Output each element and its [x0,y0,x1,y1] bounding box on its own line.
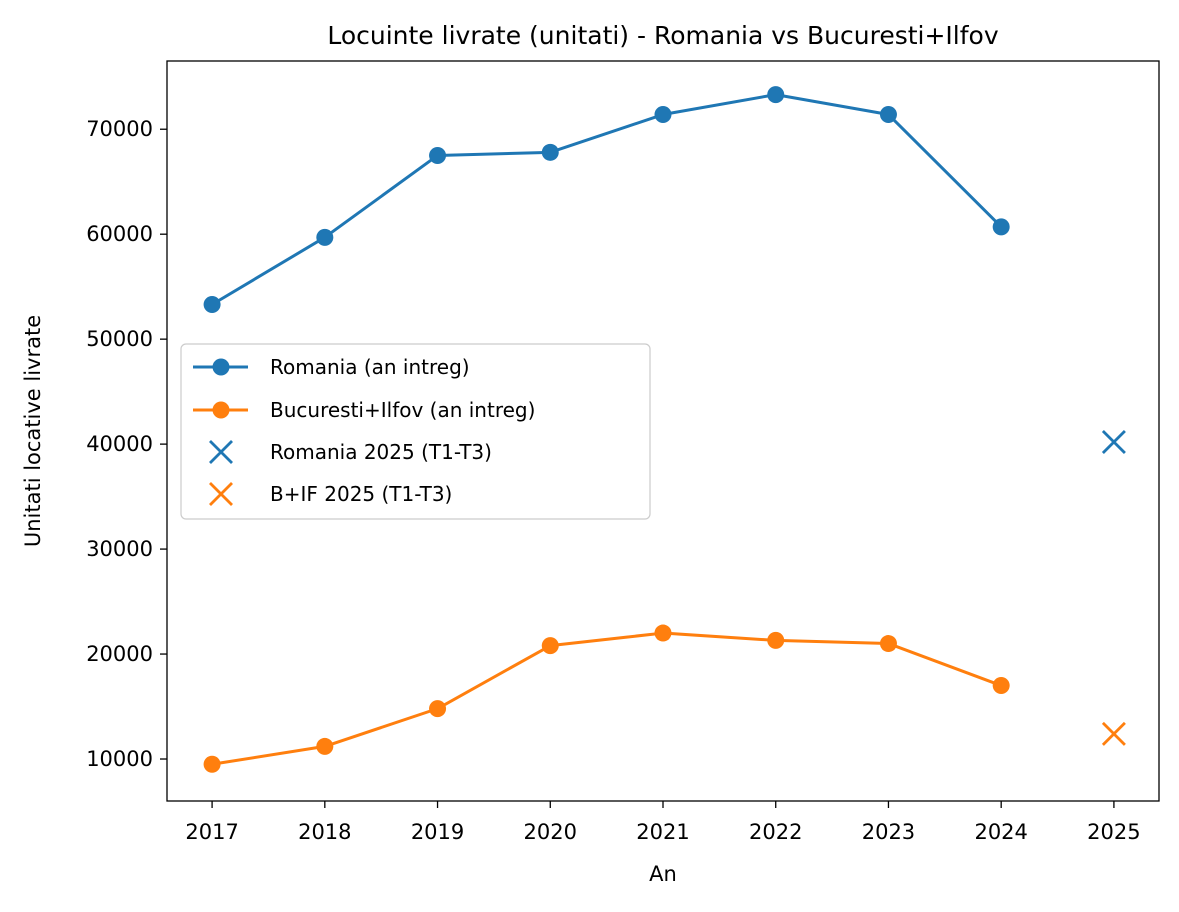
x-tick-label: 2018 [298,820,351,844]
legend-label: B+IF 2025 (T1-T3) [270,482,452,506]
legend-x-marker [209,440,233,464]
data-point [429,700,447,718]
x-axis-label: An [649,862,677,886]
y-tick-label: 40000 [86,432,153,456]
data-point [316,228,334,246]
data-point [203,755,221,773]
legend-entry: Bucuresti+Ilfov (an intreg) [193,398,535,422]
legend-entry: B+IF 2025 (T1-T3) [209,482,452,506]
x-axis-ticks: 2017 2018 2019 2020 2021 2022 2023 2024 2025 [185,801,1141,844]
y-tick-label: 70000 [86,117,153,141]
data-point [992,218,1010,236]
chart-title: Locuinte livrate (unitati) - Romania vs … [327,21,999,50]
plot-frame [166,60,1160,802]
y-tick-label: 10000 [86,747,153,771]
series-line [211,93,1003,306]
x-tick-label: 2025 [1087,820,1140,844]
data-point [541,637,559,655]
legend-entry: Romania (an intreg) [193,355,470,379]
x-tick-label: 2024 [974,820,1027,844]
y-tick-label: 30000 [86,537,153,561]
data-point [767,86,785,104]
y-axis-ticks: 10000 20000 30000 40000 50000 60000 70000 [86,117,167,771]
data-point [879,106,897,124]
series-layer [203,86,1126,773]
series-3 [1101,430,1126,455]
legend-label: Romania 2025 (T1-T3) [270,440,492,464]
data-point [992,677,1010,695]
x-tick-label: 2017 [185,820,238,844]
series-4 [1101,721,1126,746]
data-point [316,737,334,755]
data-point-x-marker [1101,721,1126,746]
legend-x-marker [209,482,233,506]
legend-marker [212,358,230,376]
x-tick-label: 2020 [524,820,577,844]
legend-label: Bucuresti+Ilfov (an intreg) [270,398,535,422]
legend-entry: Romania 2025 (T1-T3) [209,440,492,464]
legend: Romania (an intreg) Bucuresti+Ilfov (an i… [180,343,651,520]
x-tick-label: 2019 [411,820,464,844]
x-tick-label: 2022 [749,820,802,844]
x-tick-label: 2021 [636,820,689,844]
data-point [429,146,447,164]
legend-marker [212,401,230,419]
x-tick-label: 2023 [862,820,915,844]
series-1 [203,86,1010,314]
data-point [767,631,785,649]
data-point [654,624,672,642]
legend-label: Romania (an intreg) [270,355,470,379]
series-line [211,631,1002,766]
y-tick-label: 20000 [86,642,153,666]
data-point [654,106,672,124]
data-point [879,635,897,653]
data-point [541,143,559,161]
data-point [203,296,221,314]
legend-box [180,343,651,520]
series-2 [203,624,1010,773]
data-point-x-marker [1101,430,1126,455]
y-axis-label: Unitati locative livrate [21,315,45,547]
y-tick-label: 50000 [86,327,153,351]
y-tick-label: 60000 [86,222,153,246]
